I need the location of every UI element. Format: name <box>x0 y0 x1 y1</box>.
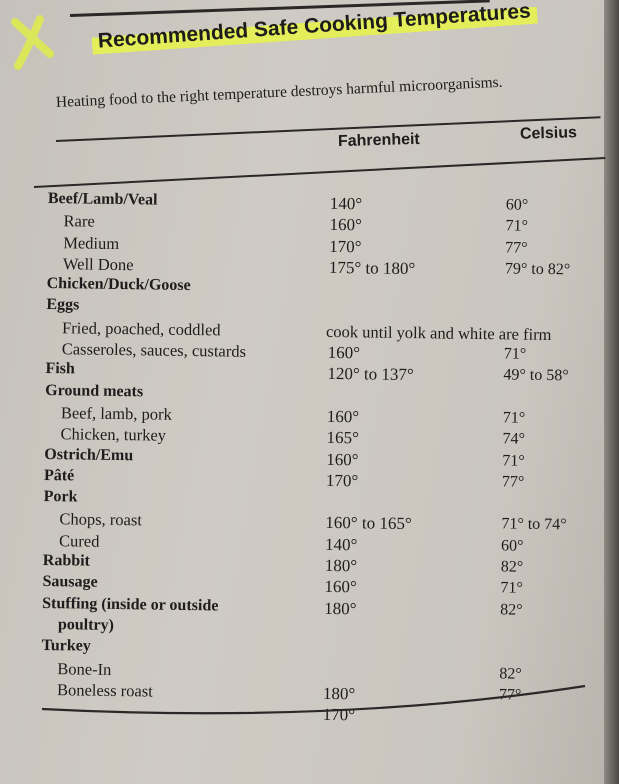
fahrenheit-value: 180° <box>324 555 358 576</box>
food-label: poultry) <box>57 616 115 634</box>
food-label: Fried, poached, coddled <box>61 317 221 340</box>
food-label: Chicken/Duck/Goose <box>46 275 191 295</box>
food-label: Casseroles, sauces, custards <box>61 339 247 361</box>
food-label: Pork <box>43 488 78 506</box>
food-label: Turkey <box>41 637 91 655</box>
celsius-value: 82° <box>500 600 523 619</box>
cooking-note: cook until yolk and white are firm <box>325 321 552 344</box>
page-edge <box>604 0 619 784</box>
bottom-rule <box>41 684 586 715</box>
celsius-value: 71° <box>500 579 524 598</box>
fahrenheit-value: 160° <box>326 406 360 427</box>
celsius-value: 60° <box>500 537 524 555</box>
food-label: Eggs <box>46 296 80 314</box>
celsius-value: 74° <box>502 430 526 448</box>
celsius-value: 60° <box>505 196 529 214</box>
fahrenheit-value: 120° to 137° <box>327 364 414 385</box>
celsius-value: 71° <box>505 217 529 236</box>
food-label: Chicken, turkey <box>60 424 167 445</box>
fahrenheit-value: 160° <box>329 215 362 235</box>
food-label: Medium <box>63 232 120 253</box>
food-label: Bone-In <box>57 658 112 679</box>
fahrenheit-value: 175° to 180° <box>328 257 416 279</box>
celsius-value: 71° to 74° <box>501 515 567 534</box>
food-label: Rabbit <box>42 552 91 570</box>
fahrenheit-value: 160° <box>324 577 357 597</box>
celsius-value: 71° <box>502 409 526 427</box>
food-label: Ostrich/Emu <box>44 445 134 464</box>
food-label: Stuffing (inside or outside <box>42 594 219 615</box>
food-label: Chops, roast <box>59 509 143 530</box>
temperature-table: Beef/Lamb/Veal 140° 60° Rare 160° 71° Medium 17… <box>41 190 608 730</box>
food-label: Rare <box>63 211 95 231</box>
fahrenheit-value: 160° <box>327 343 361 363</box>
fahrenheit-value: 140° <box>329 193 363 214</box>
celsius-value: 71° <box>503 345 527 363</box>
fahrenheit-value: 160° <box>326 449 359 469</box>
celsius-value: 77° <box>505 238 528 257</box>
fahrenheit-value: 160° to 165° <box>325 513 412 534</box>
celsius-value: 77° <box>501 473 525 491</box>
fahrenheit-value: 165° <box>326 428 360 448</box>
celsius-value: 49° to 58° <box>503 366 569 385</box>
food-label: Cured <box>58 530 100 551</box>
food-label: Sausage <box>42 573 98 592</box>
celsius-value: 82° <box>500 558 524 576</box>
fahrenheit-value: 140° <box>324 534 358 555</box>
fahrenheit-value: 180° <box>324 598 357 618</box>
food-label: Pâté <box>43 466 75 485</box>
food-label: Beef, lamb, pork <box>60 403 172 424</box>
yellow-highlighter-mark <box>11 15 54 70</box>
column-header-fahrenheit: Fahrenheit <box>337 130 420 151</box>
fahrenheit-value: 170° <box>329 236 362 256</box>
food-label: Beef/Lamb/Veal <box>47 190 158 209</box>
food-label: Ground meats <box>45 381 144 401</box>
food-label: Well Done <box>62 254 134 275</box>
celsius-value: 71° <box>502 451 525 470</box>
celsius-value: 79° to 82° <box>504 260 571 279</box>
food-label: Fish <box>45 360 75 378</box>
fahrenheit-value: 170° <box>325 470 359 491</box>
column-header-celsius: Celsius <box>519 124 578 143</box>
